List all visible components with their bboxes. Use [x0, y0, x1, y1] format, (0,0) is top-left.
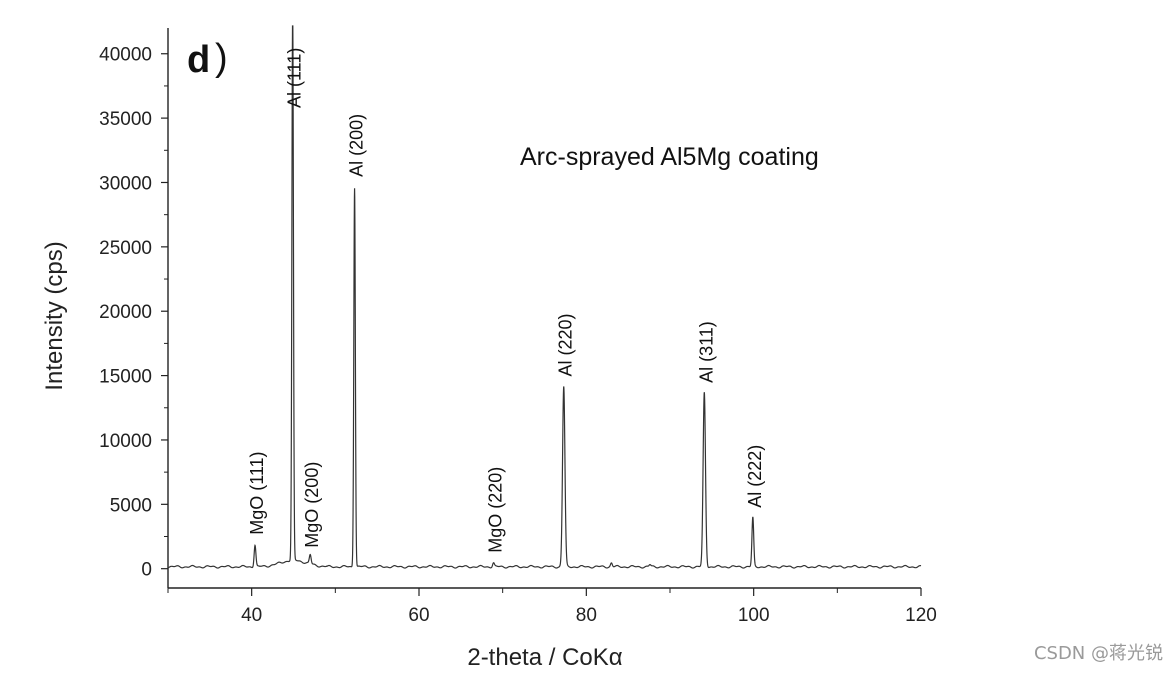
y-tick-label: 35000 — [99, 109, 152, 130]
y-tick-label: 5000 — [110, 495, 152, 516]
x-tick-label: 80 — [576, 605, 597, 626]
x-axis-title: 2-theta / CoKα — [467, 644, 622, 671]
x-tick-label: 100 — [738, 605, 770, 626]
panel-label-paren: ) — [215, 37, 228, 79]
peak-label: Al (200) — [347, 114, 367, 177]
series-group — [167, 25, 922, 569]
axes: 0 5000 10000 15000 20000 25000 30000 35000 40000… — [99, 28, 937, 626]
labels-group: MgO (111) Al (111) MgO (200) Al (200) MgO (2… — [247, 48, 765, 553]
peak-label: MgO (111) — [247, 451, 267, 534]
panel-label: d — [187, 39, 210, 81]
y-tick-label: 25000 — [99, 238, 152, 259]
peak-label: MgO (200) — [302, 462, 322, 548]
xrd-pattern-line — [167, 25, 922, 569]
chart-annotation: Arc-sprayed Al5Mg coating — [520, 143, 819, 171]
peak-label: Al (220) — [556, 313, 576, 376]
x-tick-label: 60 — [408, 605, 429, 626]
x-tick-label: 120 — [905, 605, 937, 626]
y-tick-label: 10000 — [99, 431, 152, 452]
watermark: CSDN @蒋光锐 — [1033, 643, 1163, 664]
peak-label: Al (222) — [745, 445, 765, 508]
peak-label: Al (311) — [696, 321, 716, 383]
y-tick-label: 15000 — [99, 367, 152, 388]
x-tick-label: 40 — [241, 605, 262, 626]
peak-label: MgO (220) — [486, 467, 506, 553]
peak-label: Al (111) — [285, 48, 305, 108]
y-axis-title: Intensity (cps) — [41, 241, 68, 390]
y-tick-label: 0 — [141, 560, 152, 581]
y-tick-label: 40000 — [99, 45, 152, 66]
y-tick-label: 20000 — [99, 302, 152, 323]
y-tick-label: 30000 — [99, 173, 152, 194]
